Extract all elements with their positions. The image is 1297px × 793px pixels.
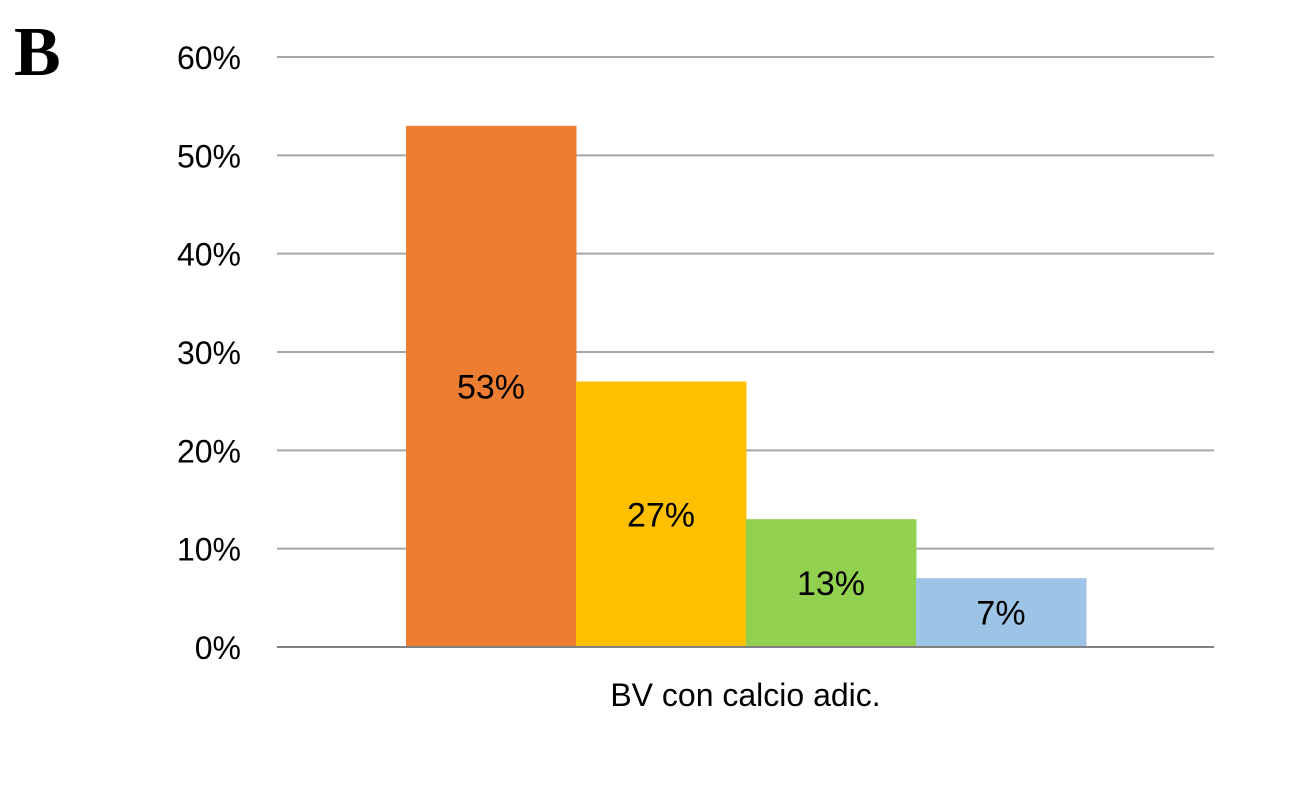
data-label-3: 13% (797, 565, 865, 603)
y-tick-label: 30% (177, 335, 241, 371)
x-category-label: BV con calcio adic. (610, 677, 880, 713)
y-axis-tick-labels: 0% 10% 20% 30% 40% 50% 60% (177, 40, 241, 666)
panel-letter: B (14, 14, 61, 91)
data-label-2: 27% (627, 496, 695, 534)
y-tick-label: 40% (177, 237, 241, 273)
y-tick-label: 0% (195, 630, 241, 666)
y-tick-label: 20% (177, 433, 241, 469)
data-label-4: 7% (976, 595, 1025, 633)
bar-3 (746, 519, 917, 647)
bar-1 (406, 125, 577, 648)
bar-2 (576, 381, 747, 647)
y-tick-label: 50% (177, 138, 241, 174)
y-tick-label: 10% (177, 532, 241, 568)
data-label-1: 53% (457, 368, 525, 406)
bar-4 (916, 578, 1087, 647)
data-labels: 53% 27% 13% 7% (457, 368, 1026, 632)
bars (406, 125, 1087, 648)
x-axis-category-labels: BV con calcio adic. (610, 677, 880, 713)
y-tick-label: 60% (177, 40, 241, 76)
